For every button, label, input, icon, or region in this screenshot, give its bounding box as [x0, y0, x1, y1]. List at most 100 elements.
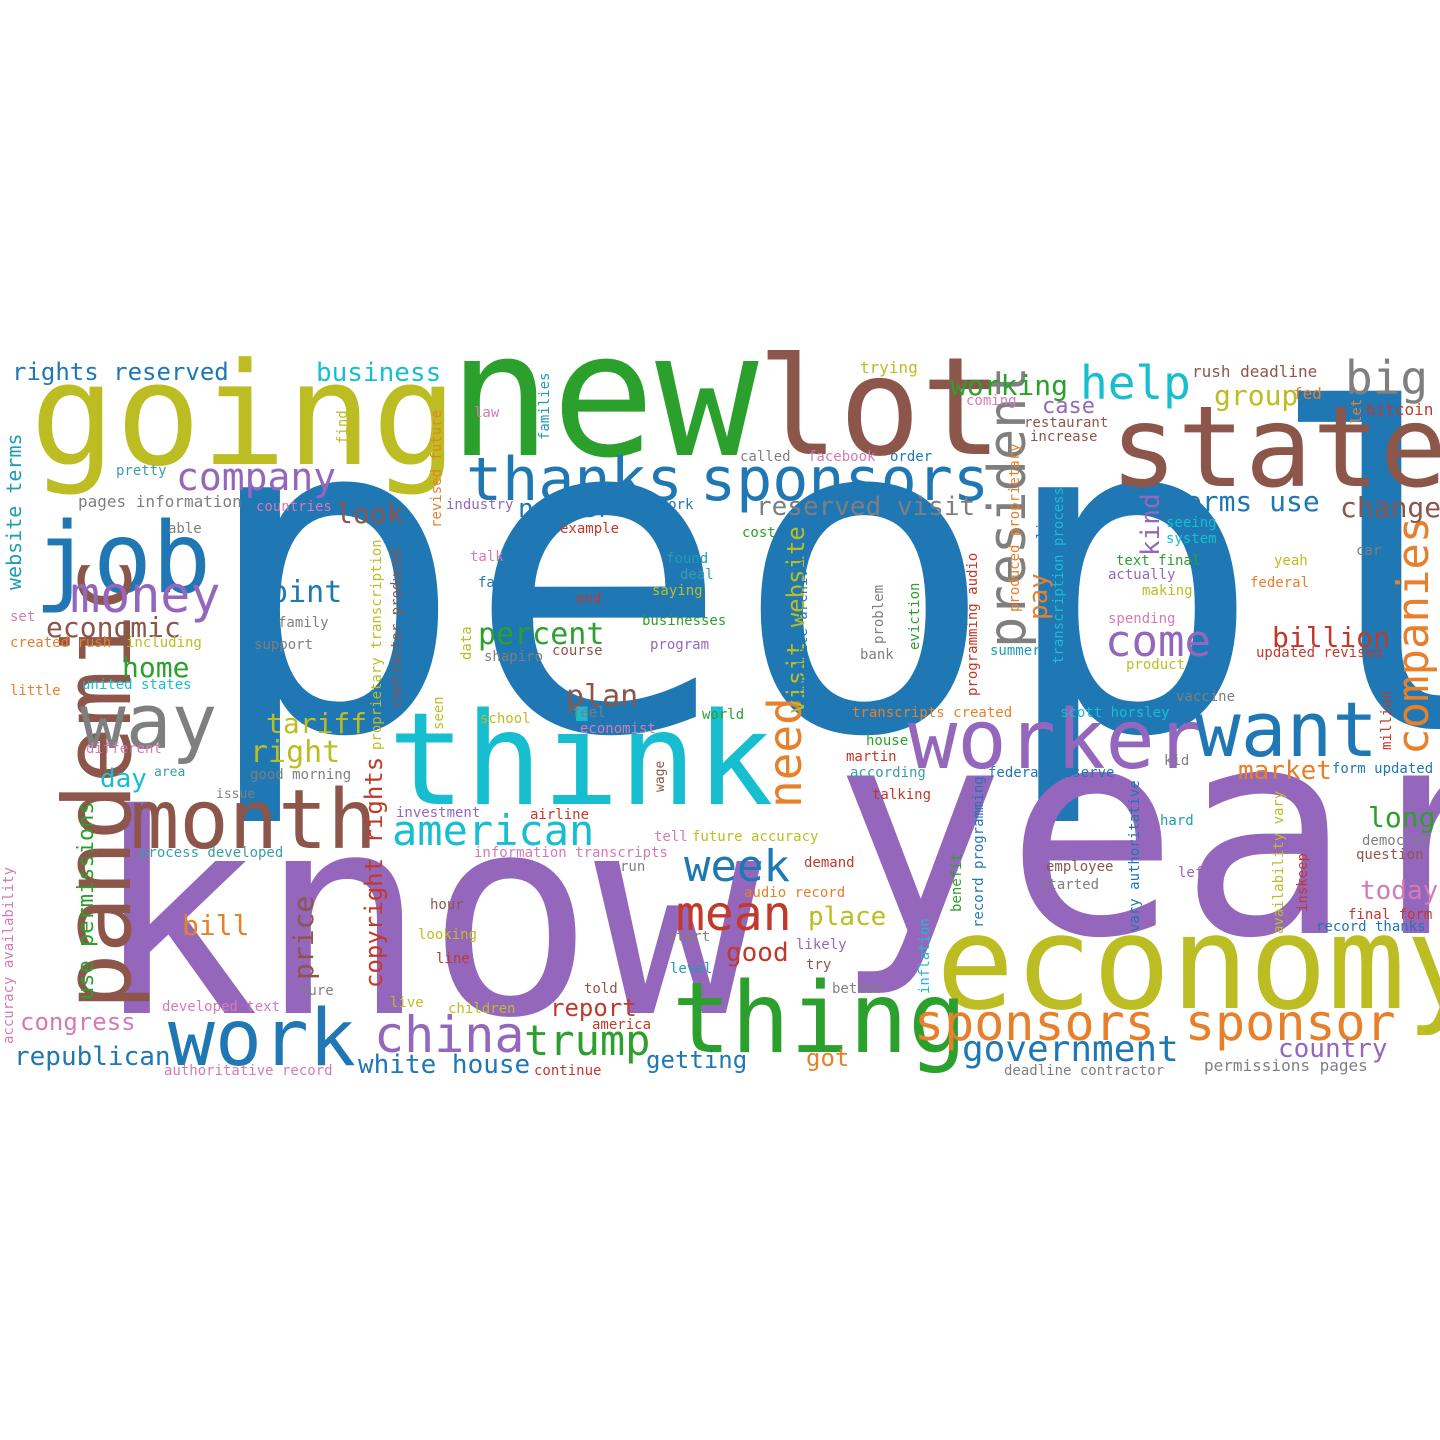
- word-sponsors: sponsors: [700, 445, 989, 515]
- word-try: try: [806, 957, 832, 973]
- word-end: end: [576, 591, 602, 607]
- word-bill: bill: [182, 909, 250, 942]
- word-inflation: inflation: [917, 918, 933, 994]
- word-set: set: [10, 609, 36, 625]
- word-record-programming: record programming: [971, 776, 987, 928]
- word-started: started: [1040, 877, 1100, 893]
- word-live: live: [390, 995, 424, 1011]
- word-new: new: [448, 295, 759, 496]
- word-report: report: [550, 994, 637, 1022]
- word-martin: martin: [846, 749, 897, 765]
- word-airline: airline: [530, 807, 590, 823]
- word-record-thanks: record thanks: [1316, 919, 1426, 935]
- word-come: come: [1105, 616, 1211, 667]
- word-able: able: [168, 521, 202, 537]
- word-day: day: [100, 764, 147, 794]
- word-working: working: [950, 369, 1069, 402]
- word-tariff: tariff: [266, 707, 368, 740]
- word-text-final: text final: [1116, 553, 1201, 569]
- word-deal: deal: [680, 567, 714, 583]
- word-china: china: [374, 1006, 525, 1064]
- word-today: today: [1360, 876, 1439, 906]
- word-run: run: [620, 859, 646, 875]
- word-lot: lot: [757, 329, 1003, 487]
- word-children: children: [448, 1001, 516, 1017]
- word-authoritative-record: authoritative record: [164, 1063, 333, 1079]
- word-american: american: [392, 806, 595, 855]
- word-continue: continue: [534, 1063, 602, 1079]
- word-left: left: [1178, 865, 1212, 881]
- word-likely: likely: [796, 937, 847, 953]
- word-month: month: [130, 773, 377, 868]
- word-feel: feel: [572, 705, 606, 721]
- word-change: change: [1340, 491, 1440, 524]
- word-developed-text: developed text: [162, 999, 281, 1015]
- word-information-transcripts: information transcripts: [474, 845, 668, 861]
- word-problem: problem: [871, 584, 887, 644]
- word-million: million: [1379, 690, 1395, 750]
- word-price: price: [287, 895, 320, 980]
- word-world: world: [702, 707, 745, 723]
- word-different: different: [86, 741, 162, 757]
- word-law: law: [474, 405, 500, 421]
- word-transcripts-created: transcripts created: [852, 705, 1013, 721]
- word-federal: federal: [1250, 575, 1310, 591]
- word-worker: worker: [908, 693, 1205, 788]
- word-let: let: [1349, 398, 1365, 424]
- word-fed: fed: [1293, 384, 1322, 403]
- word-right: right: [250, 735, 341, 770]
- word-better: better: [832, 981, 883, 997]
- word-pages-information: pages information: [78, 492, 242, 511]
- word-percent: percent: [478, 617, 605, 652]
- word-course: course: [552, 643, 603, 659]
- word-policy: policy: [1035, 505, 1051, 556]
- word-people: people: [199, 320, 1440, 834]
- word-told: told: [584, 981, 618, 997]
- word-facebook: facebook: [808, 449, 876, 465]
- word-market: market: [1238, 756, 1332, 786]
- word-question: question: [1356, 847, 1424, 863]
- word-use-permissions: use permissions: [74, 801, 99, 1000]
- word-congress: congress: [20, 1008, 136, 1036]
- word-trying: trying: [860, 358, 918, 377]
- word-countries: countries: [256, 499, 332, 515]
- word-sure: sure: [300, 983, 334, 999]
- word-increase: increase: [1030, 429, 1098, 445]
- word-process-developed: process developed: [140, 845, 284, 861]
- word-transcription-process: transcription process: [1051, 486, 1067, 664]
- word-called: called: [740, 449, 791, 465]
- word-demand: demand: [804, 855, 855, 871]
- word-kid: kid: [1164, 753, 1190, 769]
- word-hour: hour: [430, 897, 464, 913]
- word-good-morning: good morning: [250, 767, 352, 783]
- word-line: line: [436, 951, 470, 967]
- word-democrat: democrat: [1362, 833, 1430, 849]
- word-wage: wage: [653, 760, 668, 792]
- word-money: money: [70, 566, 221, 624]
- word-spending: spending: [1108, 611, 1176, 627]
- word-work: work: [168, 994, 356, 1084]
- word-terms-use: terms use: [1168, 485, 1320, 518]
- word-look: look: [336, 497, 404, 530]
- word-federal-reserve: federal reserve: [988, 765, 1115, 781]
- word-economist: economist: [580, 721, 656, 737]
- word-audio-record: audio record: [744, 885, 846, 901]
- word-case: case: [1042, 394, 1095, 419]
- word-investment: investment: [396, 805, 481, 821]
- word-inskeep: inskeep: [1295, 852, 1311, 912]
- word-program: program: [650, 637, 710, 653]
- word-bitcoin: bitcoin: [1366, 400, 1434, 419]
- word-white-house: white house: [358, 1050, 531, 1080]
- word-coming: coming: [966, 393, 1017, 409]
- word-system: system: [1166, 531, 1217, 547]
- word-employee: employee: [1046, 859, 1114, 875]
- word-rights-reserved: rights reserved: [12, 358, 229, 386]
- word-companies: companies: [1388, 516, 1439, 755]
- word-seeing: seeing: [1166, 515, 1217, 531]
- word-far: far: [478, 575, 504, 591]
- word-benefit: benefit: [949, 852, 965, 912]
- word-home: home: [122, 651, 190, 684]
- word-kind: kind: [1136, 493, 1166, 556]
- word-website-terms: website terms: [2, 433, 26, 590]
